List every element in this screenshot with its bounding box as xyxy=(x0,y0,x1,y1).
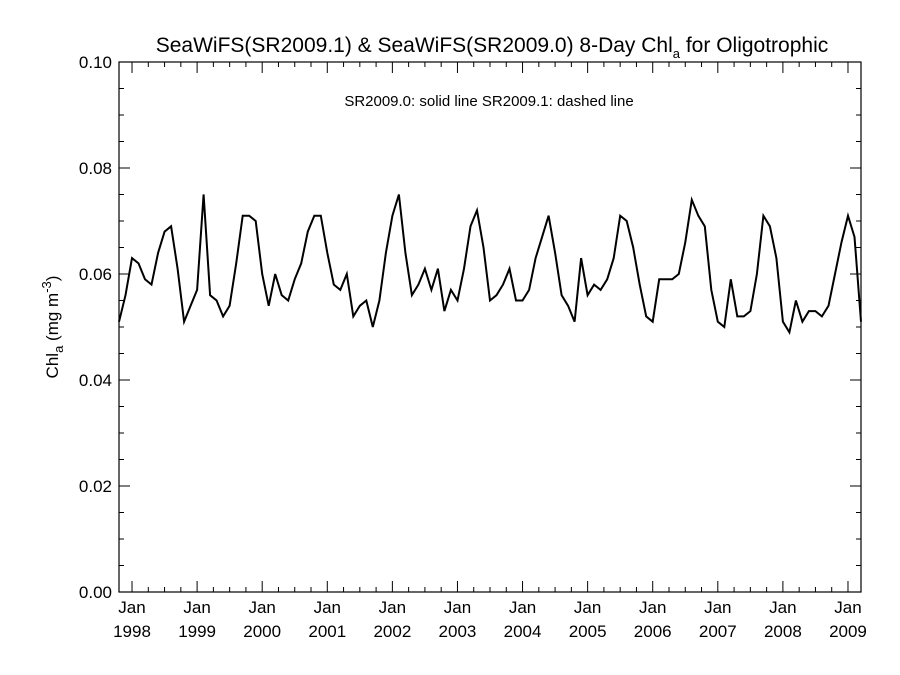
y-tick-label: 0.04 xyxy=(79,371,112,390)
chart-title-subscript: a xyxy=(673,46,681,61)
chart-title-suffix: for Oligotrophic xyxy=(680,34,828,57)
x-tick-label-month: Jan xyxy=(769,598,796,617)
y-axis-label-subscript: a xyxy=(51,345,66,353)
y-tick-label: 0.06 xyxy=(79,265,112,284)
x-tick-label-month: Jan xyxy=(574,598,601,617)
x-tick-label-month: Jan xyxy=(834,598,861,617)
x-tick-label-year: 2002 xyxy=(373,622,411,641)
x-tick-label-year: 2004 xyxy=(504,622,542,641)
axis-tick-labels: 0.00 0.02 0.04 0.06 0.08 0.10 Jan 1998 Jan 1999 Ja… xyxy=(79,53,867,641)
x-tick-label-month: Jan xyxy=(314,598,341,617)
data-series xyxy=(118,194,862,335)
x-tick-label-year: 2001 xyxy=(308,622,346,641)
y-tick-label: 0.02 xyxy=(79,477,112,496)
plot-frame xyxy=(118,61,862,593)
chart-title: SeaWiFS(SR2009.1) & SeaWiFS(SR2009.0) 8-… xyxy=(156,34,829,61)
y-tick-label: 0.00 xyxy=(79,583,112,602)
y-tick-label: 0.08 xyxy=(79,159,112,178)
x-tick-label-month: Jan xyxy=(639,598,666,617)
x-tick-label-month: Jan xyxy=(704,598,731,617)
x-tick-label-year: 2009 xyxy=(829,622,867,641)
x-tick-label-month: Jan xyxy=(379,598,406,617)
x-tick-label-year: 2007 xyxy=(699,622,737,641)
x-tick-label-year: 2000 xyxy=(243,622,281,641)
y-axis-label-main: Chl xyxy=(43,353,62,379)
y-axis-label: Chla (mg m-3) xyxy=(39,276,66,379)
y-axis-label-close: ) xyxy=(43,276,62,282)
x-tick-label-month: Jan xyxy=(444,598,471,617)
x-tick-label-month: Jan xyxy=(509,598,536,617)
y-tick-label: 0.10 xyxy=(79,53,112,72)
line-style-annotation: SR2009.0: solid line SR2009.1: dashed li… xyxy=(344,93,633,110)
x-tick-label-year: 2008 xyxy=(764,622,802,641)
x-tick-label-year: 2005 xyxy=(569,622,607,641)
y-axis-label-superscript: -3 xyxy=(39,281,54,293)
x-tick-label-month: Jan xyxy=(118,598,145,617)
x-tick-label-year: 1999 xyxy=(178,622,216,641)
chart-title-main: SeaWiFS(SR2009.1) & SeaWiFS(SR2009.0) 8-… xyxy=(156,34,673,57)
axis-ticks xyxy=(119,61,861,593)
x-tick-label-month: Jan xyxy=(248,598,275,617)
x-tick-label-year: 2003 xyxy=(439,622,477,641)
x-tick-label-month: Jan xyxy=(183,598,210,617)
x-tick-label-year: 2006 xyxy=(634,622,672,641)
x-tick-label-year: 1998 xyxy=(113,622,151,641)
y-axis-label-units: (mg m xyxy=(43,293,62,346)
series-line-solid xyxy=(118,194,862,335)
